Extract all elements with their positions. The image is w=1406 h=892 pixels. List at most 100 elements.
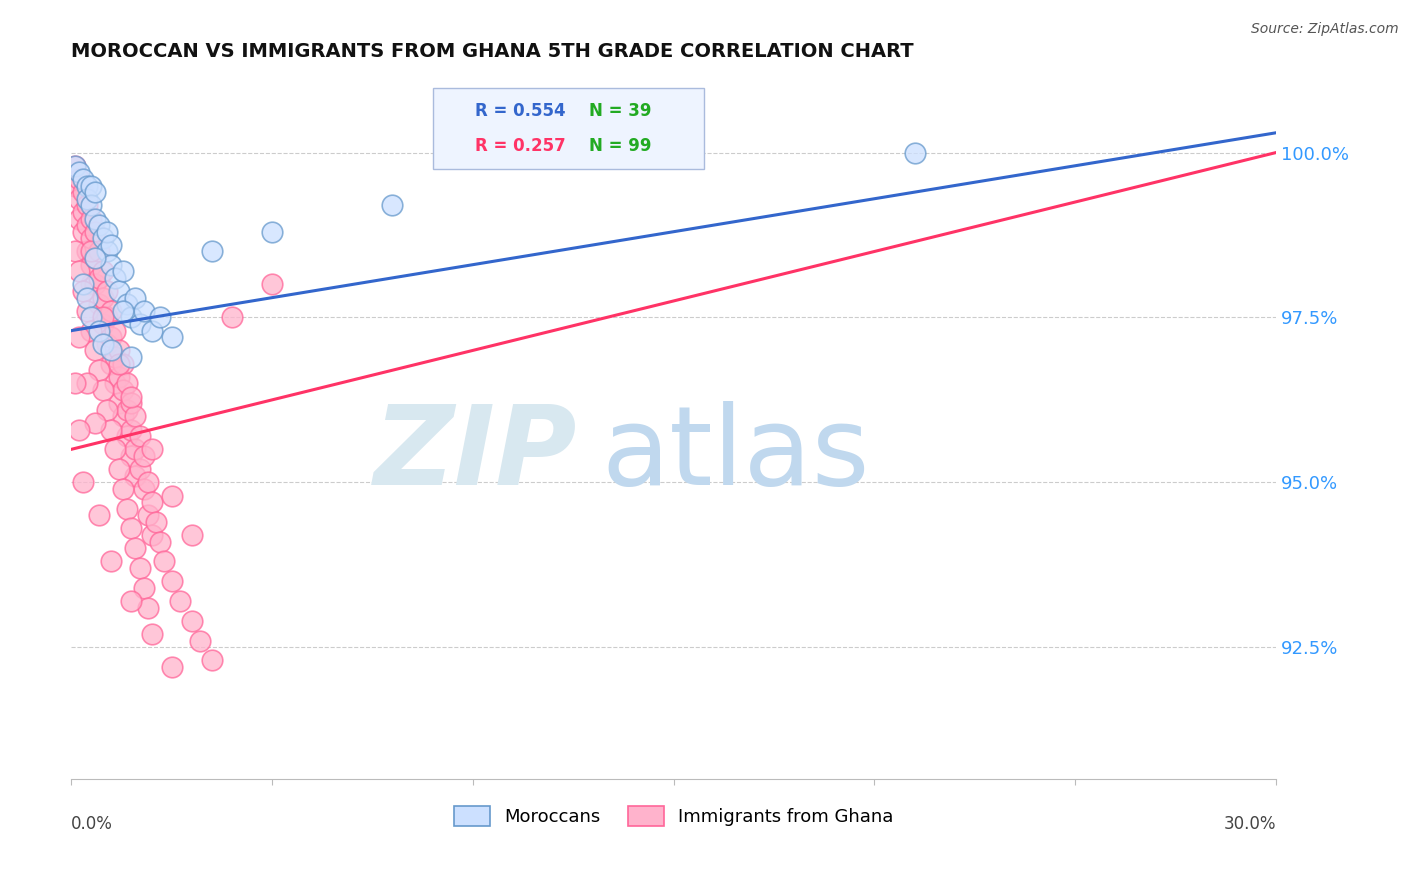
Point: [260, 277, 283, 292]
Point: [76, 244, 98, 259]
Point: [80, 211, 103, 226]
Point: [80, 198, 103, 212]
Point: [72, 225, 94, 239]
Point: [121, 390, 143, 404]
Point: [65, 159, 87, 173]
Point: [89, 324, 111, 338]
Point: [67, 423, 90, 437]
Point: [169, 594, 191, 608]
Point: [76, 178, 98, 193]
FancyBboxPatch shape: [433, 87, 704, 169]
Point: [80, 324, 103, 338]
Point: [84, 225, 107, 239]
Point: [65, 244, 87, 259]
Point: [152, 554, 174, 568]
Point: [180, 614, 202, 628]
Legend: Moroccans, Immigrants from Ghana: Moroccans, Immigrants from Ghana: [447, 798, 901, 834]
Point: [80, 231, 103, 245]
Point: [93, 231, 115, 245]
Point: [201, 653, 224, 667]
Point: [381, 198, 404, 212]
Point: [76, 303, 98, 318]
Point: [89, 271, 111, 285]
Text: 30.0%: 30.0%: [1223, 815, 1277, 833]
Point: [108, 396, 131, 410]
Point: [96, 310, 118, 325]
Point: [260, 225, 283, 239]
Point: [108, 284, 131, 298]
Point: [108, 462, 131, 476]
Point: [100, 258, 122, 272]
Point: [141, 324, 163, 338]
Point: [76, 291, 98, 305]
Point: [104, 350, 127, 364]
Point: [160, 660, 183, 674]
Point: [160, 489, 183, 503]
Point: [128, 561, 150, 575]
Point: [67, 172, 90, 186]
Point: [141, 627, 163, 641]
Point: [84, 416, 107, 430]
Point: [903, 145, 925, 160]
Point: [84, 251, 107, 265]
Point: [84, 211, 107, 226]
Point: [84, 277, 107, 292]
Text: atlas: atlas: [602, 401, 870, 508]
Point: [100, 303, 122, 318]
Point: [93, 310, 115, 325]
Point: [93, 291, 115, 305]
Point: [93, 264, 115, 278]
Point: [128, 317, 150, 331]
Point: [65, 159, 87, 173]
Point: [67, 330, 90, 344]
Point: [100, 330, 122, 344]
Text: ZIP: ZIP: [374, 401, 578, 508]
Point: [84, 251, 107, 265]
Point: [67, 264, 90, 278]
Point: [188, 633, 211, 648]
Text: MOROCCAN VS IMMIGRANTS FROM GHANA 5TH GRADE CORRELATION CHART: MOROCCAN VS IMMIGRANTS FROM GHANA 5TH GR…: [72, 42, 914, 61]
Point: [112, 383, 135, 397]
Point: [67, 165, 90, 179]
Text: N = 99: N = 99: [589, 137, 652, 155]
Point: [141, 528, 163, 542]
Point: [72, 205, 94, 219]
Point: [180, 528, 202, 542]
Point: [67, 211, 90, 226]
Point: [121, 310, 143, 325]
Point: [136, 600, 159, 615]
Point: [89, 297, 111, 311]
Point: [96, 225, 118, 239]
Point: [104, 442, 127, 457]
Point: [65, 178, 87, 193]
Point: [124, 468, 146, 483]
Point: [124, 409, 146, 424]
Point: [132, 449, 155, 463]
Text: R = 0.554: R = 0.554: [475, 102, 565, 120]
Point: [201, 244, 224, 259]
Point: [145, 515, 167, 529]
Point: [117, 376, 139, 391]
Point: [136, 508, 159, 523]
Point: [96, 402, 118, 417]
Point: [132, 482, 155, 496]
Point: [128, 462, 150, 476]
Point: [112, 409, 135, 424]
Point: [121, 423, 143, 437]
Point: [121, 350, 143, 364]
Point: [80, 277, 103, 292]
Point: [121, 594, 143, 608]
Point: [96, 244, 118, 259]
Point: [93, 336, 115, 351]
Point: [141, 495, 163, 509]
Point: [121, 449, 143, 463]
Point: [160, 330, 183, 344]
Point: [80, 310, 103, 325]
Point: [65, 376, 87, 391]
Point: [117, 297, 139, 311]
Point: [100, 238, 122, 252]
Point: [117, 402, 139, 417]
Text: N = 39: N = 39: [589, 102, 652, 120]
Point: [108, 357, 131, 371]
Point: [80, 244, 103, 259]
